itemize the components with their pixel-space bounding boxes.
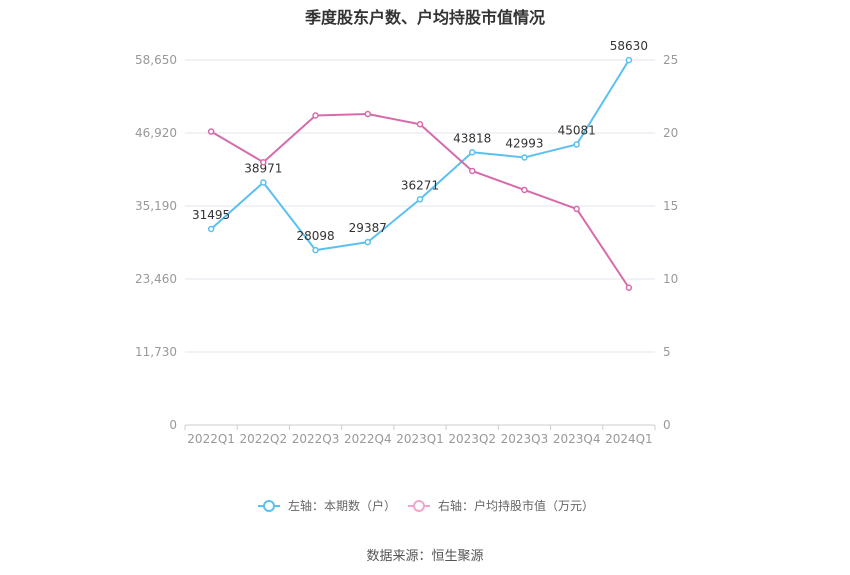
right-axis-tick-label: 0 <box>663 418 671 432</box>
data-label: 58630 <box>610 39 648 53</box>
left-axis-tick-label: 35,190 <box>135 199 177 213</box>
data-point <box>312 246 319 254</box>
right-axis-tick-label: 5 <box>663 345 671 359</box>
right-axis-tick-label: 25 <box>663 53 678 67</box>
data-point <box>416 120 424 128</box>
data-label: 38971 <box>244 161 282 175</box>
data-point <box>260 158 267 166</box>
data-label: 43818 <box>453 131 491 145</box>
data-label: 36271 <box>401 178 439 192</box>
x-axis-tick-label: 2023Q3 <box>501 432 549 446</box>
data-label: 42993 <box>505 136 543 150</box>
chart-title: 季度股东户数、户均持股市值情况 <box>304 8 545 27</box>
data-label: 28098 <box>296 229 334 243</box>
right-axis-tick-label: 15 <box>663 199 678 213</box>
x-axis-tick-label: 2023Q4 <box>553 432 601 446</box>
x-axis-tick-label: 2024Q1 <box>605 432 653 446</box>
right-axis-tick-label: 10 <box>663 272 678 286</box>
left-axis-tick-label: 0 <box>169 418 177 432</box>
series-line-holders <box>210 59 630 252</box>
data-point <box>312 112 319 119</box>
data-label: 29387 <box>349 221 387 235</box>
data-point <box>573 205 580 213</box>
legend-label: 右轴：户均持股市值（万元） <box>438 498 594 513</box>
legend-marker <box>263 500 275 512</box>
data-point <box>468 149 476 156</box>
left-axis-tick-label: 23,460 <box>135 272 177 286</box>
data-point <box>416 196 424 203</box>
data-point <box>207 128 215 135</box>
data-point <box>260 179 267 186</box>
data-point <box>468 167 476 175</box>
left-axis-tick-label: 11,730 <box>135 345 177 359</box>
x-axis-tick-label: 2022Q1 <box>187 432 235 446</box>
data-point <box>207 225 215 233</box>
data-point <box>625 284 633 292</box>
x-axis-tick-label: 2022Q4 <box>344 432 392 446</box>
left-axis-tick-label: 58,650 <box>135 53 177 67</box>
x-axis-tick-label: 2022Q3 <box>292 432 340 446</box>
right-axis-tick-label: 20 <box>663 126 678 140</box>
left-axis-tick-label: 46,920 <box>135 126 177 140</box>
data-point <box>573 141 580 148</box>
data-point <box>625 56 633 64</box>
legend-label: 左轴：本期数（户） <box>288 498 396 513</box>
data-label: 31495 <box>192 208 230 222</box>
data-point <box>521 186 528 194</box>
data-point <box>521 154 528 161</box>
x-axis-tick-label: 2022Q2 <box>240 432 288 446</box>
legend-marker <box>413 500 425 512</box>
x-axis-tick-label: 2023Q1 <box>396 432 444 446</box>
data-source: 数据来源：恒生聚源 <box>366 549 484 564</box>
data-point <box>364 238 372 246</box>
data-point <box>364 110 372 118</box>
data-label: 45081 <box>558 123 596 137</box>
x-axis-tick-label: 2023Q2 <box>448 432 496 446</box>
